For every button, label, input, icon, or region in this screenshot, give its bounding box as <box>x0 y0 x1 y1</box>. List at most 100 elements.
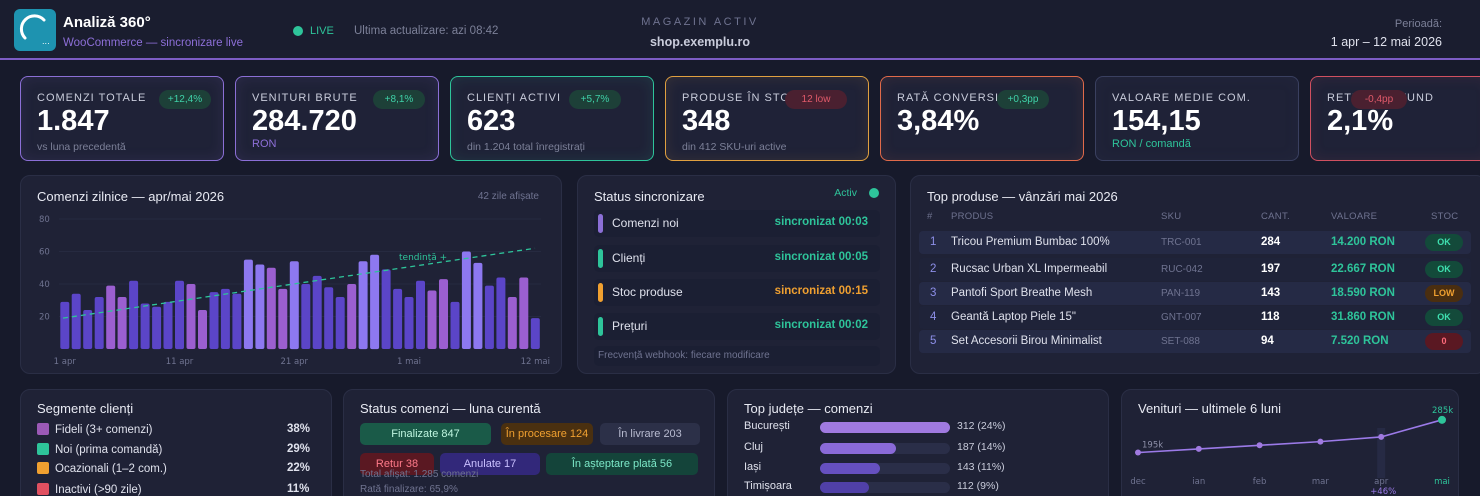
sync-row[interactable]: Clienți sincronizat 00:05 <box>594 245 880 272</box>
order-bar[interactable] <box>266 267 276 350</box>
order-bar[interactable] <box>83 310 93 349</box>
order-bar[interactable] <box>232 293 242 350</box>
app-subtitle: WooCommerce — sincronizare live <box>63 37 244 49</box>
order-bar[interactable] <box>163 301 173 349</box>
highlight-column <box>1377 428 1386 478</box>
order-bar[interactable] <box>450 301 460 349</box>
kpi-sub: vs luna precedentă <box>37 141 126 153</box>
kpi-card[interactable]: VENITURI BRUTE 284.720 RON +8,1% <box>235 76 439 161</box>
product-value: 22.667 RON <box>1331 263 1395 275</box>
order-bar[interactable] <box>439 279 448 349</box>
county-row[interactable]: Timișoara 112 (9%) <box>744 480 999 493</box>
order-bar[interactable] <box>129 280 139 350</box>
product-row[interactable]: 3 Pantofi Sport Breathe Mesh PAN-119 143 18.… <box>919 282 1471 305</box>
county-row[interactable]: București 312 (24%) <box>744 420 1005 433</box>
kpi-card[interactable]: PRODUSE ÎN STOC 348 din 412 SKU-uri active… <box>665 76 869 161</box>
order-bar[interactable] <box>60 301 70 349</box>
order-bar[interactable] <box>140 303 150 350</box>
order-bar[interactable] <box>289 261 299 350</box>
revenue-point[interactable] <box>1317 438 1324 445</box>
order-bar[interactable] <box>461 251 471 350</box>
revenue-point[interactable] <box>1378 433 1385 440</box>
kpi-card[interactable]: COMENZI TOTALE 1.847 vs luna precedentă +12… <box>20 76 224 161</box>
month-label: dec <box>1130 477 1146 487</box>
order-bar[interactable] <box>209 292 219 349</box>
order-bar[interactable] <box>312 275 322 349</box>
order-status-chip[interactable]: Retur 38 <box>360 453 434 475</box>
sync-row[interactable]: Comenzi noi sincronizat 00:03 <box>594 210 880 237</box>
x-tick-label: 12 mai <box>521 357 550 367</box>
orders-chart-title: Comenzi zilnice — apr/mai 2026 <box>37 189 225 204</box>
order-bar[interactable] <box>393 288 403 349</box>
order-bar[interactable] <box>473 262 483 349</box>
product-row[interactable]: 2 Rucsac Urban XL Impermeabil RUC-042 197 22… <box>919 258 1471 281</box>
revenue-point[interactable] <box>1438 415 1446 424</box>
revenue-title: Venituri — ultimele 6 luni <box>1138 401 1282 416</box>
order-bar[interactable] <box>198 310 207 349</box>
order-bar[interactable] <box>324 287 334 350</box>
live-dot-icon <box>293 26 303 36</box>
sync-row[interactable]: Stoc produse sincronizat 00:15 <box>594 279 880 306</box>
order-status-chip[interactable]: Anulate 17 <box>440 453 540 475</box>
order-bar[interactable] <box>94 297 104 349</box>
order-bar[interactable] <box>519 277 529 350</box>
order-bar[interactable] <box>381 269 391 349</box>
segment-item[interactable]: Inactivi (>90 zile) 11% <box>37 483 309 496</box>
segment-item[interactable]: Fideli (3+ comenzi) 38% <box>37 423 310 436</box>
county-row[interactable]: Cluj 187 (14%) <box>744 441 1005 454</box>
order-bar[interactable] <box>106 285 116 349</box>
order-bar[interactable] <box>175 280 184 350</box>
revenue-point[interactable] <box>1256 442 1263 449</box>
order-bar[interactable] <box>404 297 414 349</box>
revenue-point[interactable] <box>1195 445 1202 452</box>
order-status-chip[interactable]: Finalizate 847 <box>360 423 491 445</box>
sync-row-name: Prețuri <box>612 319 648 333</box>
kpi-card[interactable]: RATĂ CONVERSIE 3,84% +0,3pp <box>880 76 1084 161</box>
order-bar[interactable] <box>255 264 265 350</box>
kpi-value: 348 <box>682 105 731 137</box>
product-row[interactable]: 4 Geantă Laptop Piele 15" GNT-007 118 31.860… <box>919 306 1471 329</box>
sync-row-status: sincronizat 00:15 <box>774 285 868 297</box>
order-bar[interactable] <box>484 285 494 349</box>
order-bar[interactable] <box>507 297 517 349</box>
county-value: 143 (11%) <box>957 461 1005 473</box>
county-row[interactable]: Iași 143 (11%) <box>744 461 1005 474</box>
order-status-chip[interactable]: În așteptare plată 56 <box>546 453 698 475</box>
segment-item[interactable]: Ocazionali (1–2 com.) 22% <box>37 462 310 475</box>
period-value[interactable]: 1 apr – 12 mai 2026 <box>1330 35 1442 49</box>
segment-item[interactable]: Noi (prima comandă) 29% <box>37 443 310 456</box>
order-bar[interactable] <box>427 290 437 350</box>
order-bar[interactable] <box>117 297 127 349</box>
order-bar[interactable] <box>358 261 368 350</box>
product-qty: 143 <box>1261 287 1281 299</box>
revenue-point[interactable] <box>1135 449 1141 456</box>
order-bar[interactable] <box>416 280 425 350</box>
order-bar[interactable] <box>335 297 345 349</box>
kpi-badge: -0,4pp <box>1351 90 1407 109</box>
order-status-chip[interactable]: În livrare 203 <box>600 423 700 445</box>
order-bar[interactable] <box>220 288 230 349</box>
order-bar[interactable] <box>530 318 540 349</box>
order-bar[interactable] <box>186 284 196 349</box>
order-bar[interactable] <box>496 277 506 350</box>
order-bar[interactable] <box>370 254 380 350</box>
order-bar[interactable] <box>347 284 357 349</box>
sync-color-bar <box>598 249 603 268</box>
kpi-label: VALOARE MEDIE COM. <box>1112 92 1251 104</box>
live-label: LIVE <box>310 25 334 37</box>
order-bar[interactable] <box>152 306 162 350</box>
store-domain[interactable]: shop.exemplu.ro <box>649 35 751 49</box>
kpi-card[interactable]: VALOARE MEDIE COM. 154,15 RON / comandă <box>1095 76 1299 161</box>
kpi-card[interactable]: CLIENȚI ACTIVI 623 din 1.204 total înregis… <box>450 76 654 161</box>
kpi-label: COMENZI TOTALE <box>37 92 147 104</box>
order-status-chip[interactable]: În procesare 124 <box>501 423 593 445</box>
kpi-badge: +8,1% <box>373 90 425 109</box>
order-bar[interactable] <box>301 284 311 349</box>
order-bar[interactable] <box>71 293 81 350</box>
order-bar[interactable] <box>243 259 253 349</box>
product-row[interactable]: 5 Set Accesorii Birou Minimalist SET-088 94… <box>919 330 1471 353</box>
sync-row[interactable]: Prețuri sincronizat 00:02 <box>594 313 880 340</box>
product-row[interactable]: 1 Tricou Premium Bumbac 100% TRC-001 284 14.… <box>919 231 1471 254</box>
order-bar[interactable] <box>278 288 288 349</box>
